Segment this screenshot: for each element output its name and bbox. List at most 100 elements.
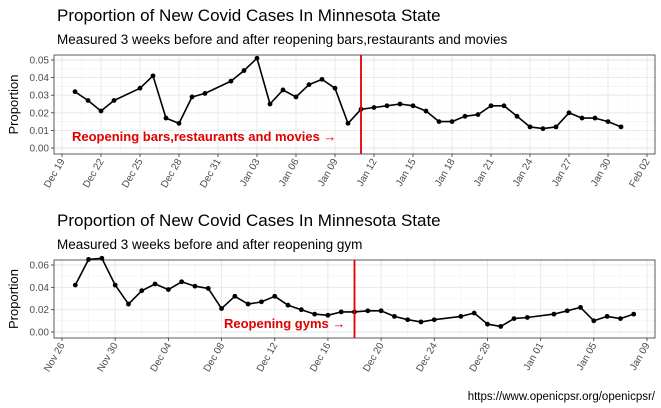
chart-1-data-point: [72, 89, 78, 95]
source-caption: https://www.openicpsr.org/openicpsr/: [467, 391, 655, 403]
chart-2-xtick-label: Dec 04: [149, 341, 175, 374]
chart-2-data-point: [365, 308, 371, 314]
chart-2-data-point: [232, 293, 238, 299]
chart-1-data-point: [137, 85, 143, 91]
chart-2-xtick-label: Jan 05: [575, 341, 600, 373]
chart-1-ytick-label: 0.03: [30, 91, 50, 102]
chart-2-subtitle: Measured 3 weeks before and after reopen…: [57, 237, 363, 252]
chart-1-data-point: [371, 105, 377, 110]
chart-1-data-point: [306, 82, 312, 88]
chart-1-xtick-label: Jan 18: [433, 157, 458, 189]
chart-2-xtick-label: Dec 12: [255, 341, 281, 374]
chart-2-data-point: [458, 313, 464, 319]
chart-1-xtick-label: Dec 31: [198, 157, 224, 190]
chart-1-xtick-label: Dec 25: [120, 157, 146, 190]
chart-1-data-point: [501, 103, 507, 109]
chart-2-xtick-label: Dec 24: [415, 341, 441, 374]
chart-1-data-point: [449, 119, 455, 124]
chart-2-data-point: [205, 286, 211, 291]
chart-2-data-point: [139, 288, 145, 294]
chart-1-data-point: [293, 94, 299, 100]
chart-1-xtick-label: Jan 27: [550, 157, 575, 189]
chart-1-data-point: [254, 55, 260, 61]
chart-2-data-point: [564, 308, 570, 314]
chart-1-data-point: [566, 110, 572, 116]
chart-1-xtick-label: Jan 24: [511, 157, 536, 189]
chart-2-data-point: [126, 301, 131, 307]
chart-1-data-point: [176, 120, 182, 126]
chart-1-data-point: [514, 113, 520, 119]
chart-2-data-point: [631, 311, 637, 317]
chart-2-xtick-label: Dec 16: [308, 341, 334, 374]
chart-2-ylabel: Proportion: [6, 269, 21, 329]
chart-2-data-point: [245, 301, 251, 307]
chart-2-data-point: [285, 302, 291, 308]
chart-2-xtick-label: Jan 09: [628, 341, 653, 373]
chart-1-data-point: [579, 115, 585, 121]
chart-2-ytick-label: 0.06: [30, 261, 50, 272]
chart-1-data-point: [540, 126, 546, 132]
chart-2-title: Proportion of New Covid Cases In Minneso…: [57, 211, 441, 230]
chart-1-data-point: [319, 76, 325, 82]
chart-1-xtick-label: Dec 28: [159, 157, 185, 190]
chart-2-data-point: [485, 321, 490, 327]
chart-2-data-point: [152, 281, 158, 287]
chart-2-data-point: [298, 307, 304, 313]
chart-1-data-point: [423, 108, 429, 114]
chart-1-data-point: [436, 119, 442, 124]
chart-1-ytick-label: 0.05: [30, 56, 50, 67]
chart-2-data-point: [259, 299, 264, 305]
chart-1-data-point: [111, 98, 117, 103]
chart-2-data-point: [524, 315, 530, 320]
chart-1-ytick-label: 0.01: [30, 126, 50, 137]
chart-2-data-point: [578, 305, 583, 310]
chart-2-ytick-label: 0.04: [30, 283, 50, 294]
chart-1-subtitle: Measured 3 weeks before and after reopen…: [57, 32, 508, 47]
chart-1-xtick-label: Dec 19: [42, 157, 68, 190]
chart-1-xtick-label: Jan 09: [316, 157, 341, 189]
chart-2-annotation: Reopening gyms →: [224, 316, 345, 331]
chart-1-data-point: [553, 124, 559, 130]
chart-1-data-point: [592, 115, 598, 121]
chart-2-xtick-label: Dec 28: [468, 341, 494, 374]
chart-2-data-point: [591, 318, 597, 324]
chart-2-xtick-label: Dec 08: [202, 341, 228, 374]
chart-2-data-point: [618, 316, 623, 321]
chart-2-data-point: [312, 311, 318, 317]
chart-1-data-point: [605, 119, 611, 124]
chart-1-xtick-label: Jan 03: [238, 157, 263, 189]
chart-2-data-point: [604, 313, 610, 319]
chart-1-data-point: [280, 87, 286, 93]
chart-1-ytick-label: 0.02: [30, 108, 50, 119]
chart-2-data-point: [551, 311, 557, 317]
chart-1-data-point: [228, 78, 234, 84]
chart-2-data-point: [405, 317, 411, 323]
chart-2-data-point: [391, 313, 397, 319]
chart-1-data-point: [202, 91, 208, 96]
chart-1-data-point: [85, 98, 91, 103]
chart-1-title: Proportion of New Covid Cases In Minneso…: [57, 6, 441, 25]
chart-2-xtick-label: Nov 26: [42, 341, 68, 374]
chart-1-xtick-label: Jan 30: [589, 157, 614, 189]
chart-2-data-point: [418, 319, 424, 325]
chart-1-xtick-label: Feb 02: [628, 157, 653, 190]
chart-1-data-point: [462, 113, 468, 119]
chart-2-xtick-label: Jan 01: [522, 341, 547, 373]
chart-1-xtick-label: Jan 12: [355, 157, 380, 189]
chart-1-panel-border: [53, 54, 656, 155]
chart-1-data-point: [163, 115, 169, 121]
chart-2-data-point: [338, 309, 344, 315]
chart-1-xtick-label: Jan 06: [277, 157, 302, 189]
chart-2-data-point: [325, 312, 331, 318]
chart-2-data-point: [378, 308, 384, 314]
chart-1-data-point: [397, 101, 403, 107]
chart-2-data-point: [219, 306, 224, 311]
chart-2-data-point: [192, 283, 198, 289]
chart-1-data-point: [267, 101, 273, 107]
chart-2-ytick-label: 0.02: [30, 305, 50, 316]
chart-2-xtick-label: Dec 20: [361, 341, 387, 374]
chart-1-data-point: [475, 112, 481, 117]
chart-2-xtick-label: Nov 30: [95, 341, 121, 374]
chart-2-data-point: [272, 293, 278, 299]
